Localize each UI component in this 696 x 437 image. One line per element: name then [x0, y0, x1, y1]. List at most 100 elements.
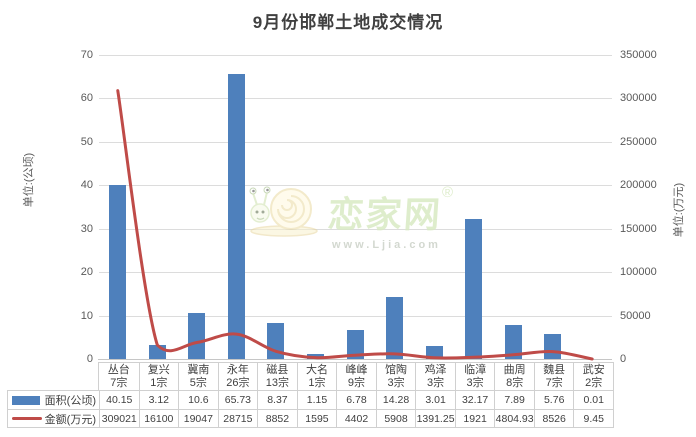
- data-table-header: 丛台 7宗 复兴 1宗 冀南 5宗 永年 26宗 磁县 13宗 大名 1宗 峰峰 9宗 馆陶 3宗 鸡泽 3宗 临漳…: [98, 362, 614, 391]
- category-count: 9宗: [347, 376, 366, 389]
- gridline: [99, 98, 612, 100]
- table-value-cell: 16100: [138, 409, 179, 427]
- chart-title: 9月份邯郸土地成交情况: [252, 13, 444, 32]
- line-legend-swatch: [12, 417, 42, 420]
- category-name: 鸡泽: [424, 363, 447, 376]
- legend-label: 面积(公顷): [44, 395, 96, 407]
- table-value-cell: 19047: [178, 409, 218, 427]
- right-axis-tick-label: 200000: [620, 179, 657, 192]
- left-axis-tick-label: 40: [80, 179, 93, 192]
- snail-logo-icon: [249, 186, 318, 237]
- left-axis-tick-label: 20: [80, 266, 93, 279]
- bar: [386, 296, 404, 359]
- left-axis-title: 单位:(公顷): [23, 152, 35, 208]
- watermark-text: 恋家网® www.Ljia.com: [326, 184, 454, 251]
- x-axis-line: [98, 359, 612, 360]
- watermark-url: www.Ljia.com: [332, 239, 441, 251]
- category-name: 魏县: [543, 363, 566, 376]
- table-value-cell: 4804.93: [494, 409, 534, 427]
- bar: [188, 312, 206, 359]
- category-count: 7宗: [110, 376, 128, 389]
- category-name: 丛台: [107, 363, 130, 376]
- left-axis-tick-label: 50: [80, 135, 93, 148]
- bar-legend-swatch: [12, 395, 40, 405]
- table-header-cell: 丛台 7宗: [99, 363, 139, 390]
- table-value-cell: 5908: [375, 409, 416, 427]
- bar: [465, 219, 483, 359]
- bar: [227, 73, 245, 359]
- table-value-cell: 14.28: [375, 391, 416, 409]
- table-value-cell: 1595: [296, 409, 337, 427]
- right-axis-tick-label: 150000: [620, 222, 657, 235]
- category-name: 临漳: [464, 363, 487, 376]
- legend-label: 金额(万元): [44, 413, 96, 426]
- left-axis-tick-label: 60: [80, 92, 93, 105]
- table-value-cell: 7.89: [494, 391, 534, 409]
- table-value-cell: 1391.25: [415, 409, 455, 427]
- bar: [267, 322, 285, 359]
- table-value-cell: 10.6: [178, 391, 218, 409]
- table-value-cell: 5.76: [533, 391, 574, 409]
- category-count: 7宗: [545, 376, 563, 389]
- bar: [425, 345, 443, 359]
- right-axis-tick-label: 350000: [620, 49, 657, 61]
- table-value-cell: 8.37: [257, 391, 297, 409]
- category-count: 1宗: [308, 376, 326, 389]
- right-axis-tick-label: 250000: [620, 135, 657, 148]
- gridline: [99, 315, 612, 317]
- table-value-cell: 1921: [454, 409, 495, 427]
- data-table-body: 面积(公顷) 40.15 3.12 10.6 65.73 8.37 1.15 6.78 14.2…: [7, 390, 614, 428]
- table-value-cell: 0.01: [573, 391, 613, 409]
- table-value-cell: 65.73: [217, 391, 258, 409]
- table-header-cell: 曲周 8宗: [494, 363, 534, 390]
- category-count: 5宗: [189, 376, 207, 389]
- category-name: 磁县: [266, 363, 289, 376]
- right-axis-tick-label: 100000: [620, 266, 657, 279]
- table-value-cell: 28715: [217, 409, 258, 427]
- table-header-cell: 永年 26宗: [217, 363, 258, 390]
- table-value-cell: 6.78: [336, 391, 376, 409]
- legend-cell: 金额(万元): [8, 409, 99, 427]
- right-axis-tick-label: 300000: [620, 92, 657, 105]
- table-header-cell: 鸡泽 3宗: [415, 363, 455, 390]
- bar: [148, 345, 166, 359]
- table-header-cell: 武安 2宗: [573, 363, 613, 390]
- table-header-cell: 峰峰 9宗: [336, 363, 376, 390]
- registered-trademark-icon: ®: [442, 184, 454, 201]
- table-header-cell: 大名 1宗: [296, 363, 337, 390]
- category-count: 13宗: [265, 376, 290, 389]
- category-count: 3宗: [387, 376, 405, 389]
- watermark-brand: 恋家网: [326, 194, 444, 235]
- table-value-cell: 8526: [533, 409, 574, 427]
- bar: [306, 354, 324, 359]
- table-header-cell: 馆陶 3宗: [375, 363, 416, 390]
- category-count: 8宗: [506, 376, 524, 389]
- left-axis-tick-label: 10: [80, 309, 93, 322]
- table-value-cell: 3.01: [415, 391, 455, 409]
- right-axis-tick-label: 0: [620, 353, 627, 365]
- gridline: [99, 272, 612, 274]
- category-count: 1宗: [150, 376, 168, 389]
- table-value-cell: 309021: [99, 409, 139, 427]
- table-value-cell: 32.17: [454, 391, 495, 409]
- category-name: 大名: [305, 363, 328, 376]
- table-header-cell: 复兴 1宗: [138, 363, 179, 390]
- category-count: 2宗: [585, 376, 603, 389]
- bar: [346, 329, 364, 359]
- legend-cell: 面积(公顷): [8, 391, 99, 409]
- left-axis-tick-label: 70: [80, 49, 93, 61]
- right-axis-tick-label: 50000: [620, 309, 651, 322]
- gridline: [99, 141, 612, 143]
- table-header-cell: 临漳 3宗: [454, 363, 495, 390]
- category-name: 峰峰: [345, 363, 368, 376]
- gridline: [99, 55, 612, 56]
- bar: [109, 184, 127, 359]
- table-value-cell: 3.12: [138, 391, 179, 409]
- category-name: 曲周: [503, 363, 526, 376]
- category-name: 馆陶: [385, 363, 408, 376]
- bar: [504, 324, 522, 359]
- table-header-cell: 磁县 13宗: [257, 363, 297, 390]
- left-axis-tick-label: 30: [80, 222, 93, 235]
- category-name: 武安: [582, 363, 605, 376]
